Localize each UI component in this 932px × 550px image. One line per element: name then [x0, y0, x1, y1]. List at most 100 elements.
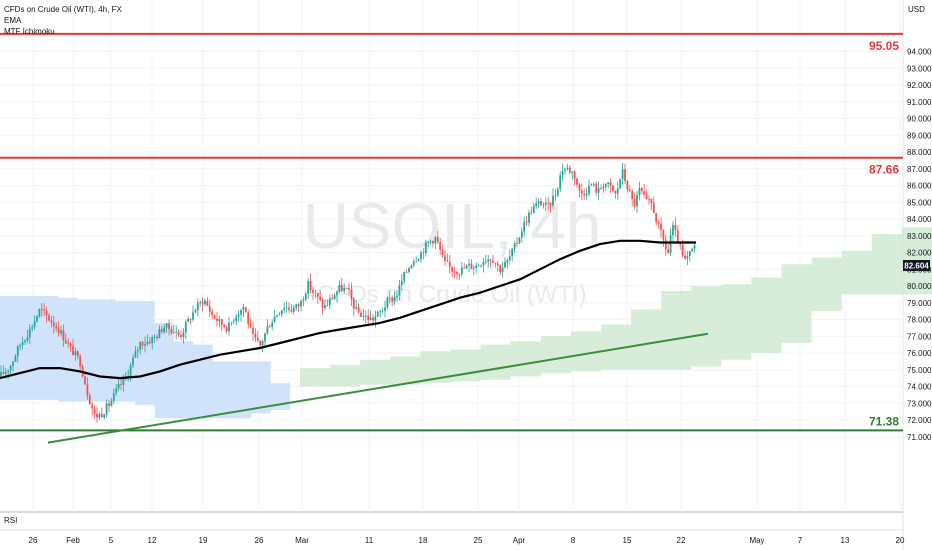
candle-body — [679, 243, 682, 245]
candle-body — [285, 307, 288, 309]
candle-body — [468, 263, 470, 266]
candle-body — [276, 315, 278, 317]
candle-body — [36, 316, 38, 322]
horizontal-levels[interactable]: 95.05 87.66 71.38 — [0, 32, 903, 432]
candle-body — [604, 183, 607, 187]
candle-body — [650, 199, 653, 204]
level-label-1: 87.66 — [869, 163, 899, 177]
indicator-ema[interactable]: EMA — [4, 16, 22, 25]
candle-body — [326, 304, 329, 306]
candle-body — [400, 281, 403, 286]
candle-body — [465, 265, 468, 269]
candle-body — [247, 312, 250, 324]
candle-body — [638, 188, 641, 195]
candle-body — [578, 184, 581, 191]
candle-body — [64, 340, 67, 344]
ema-line — [0, 239, 696, 380]
candle-body — [28, 328, 31, 338]
candle-body — [350, 289, 353, 299]
candle-body — [26, 337, 29, 341]
symbol-title[interactable]: CFDs on Crude Oil (WTI), 4h, FX — [4, 5, 122, 14]
candle-body — [376, 311, 379, 317]
time-tick-label: 11 — [365, 536, 374, 545]
candle-body — [151, 337, 154, 344]
candle-body — [657, 221, 660, 224]
candle-body — [343, 287, 346, 292]
candle-body — [218, 319, 221, 322]
candle-body — [439, 241, 442, 250]
candle-body — [525, 221, 528, 223]
candle-body — [16, 346, 19, 357]
candle-body — [532, 206, 535, 214]
candle-body — [158, 329, 161, 339]
price-tick-label: 73.000 — [907, 399, 932, 408]
candle-body — [244, 307, 247, 313]
candle-body — [511, 248, 514, 257]
currency-label: USD — [908, 5, 925, 14]
candle-body — [585, 193, 588, 196]
candle-body — [302, 299, 305, 301]
candle-body — [684, 255, 686, 259]
candle-body — [45, 310, 48, 316]
time-tick-label: 25 — [474, 536, 483, 545]
candle-body — [681, 244, 684, 256]
candle-body — [662, 230, 665, 240]
candle-body — [38, 309, 41, 317]
candle-body — [424, 242, 427, 254]
candle-body — [405, 271, 408, 273]
candle-body — [480, 265, 482, 267]
candle-body — [160, 329, 163, 333]
watermark-ticker: USOIL, 4h — [303, 190, 602, 262]
time-tick-label: 13 — [841, 536, 850, 545]
candle-body — [535, 203, 538, 207]
candle-body — [21, 341, 24, 345]
price-tick-label: 74.000 — [907, 383, 932, 392]
ichimoku-cloud-green — [300, 220, 932, 387]
candle-body — [156, 336, 158, 339]
candle-body — [667, 249, 670, 253]
candle-body — [494, 262, 497, 264]
candle-body — [398, 285, 401, 296]
candle-body — [513, 243, 516, 249]
candle-body — [660, 223, 662, 231]
time-tick-label: 20 — [896, 536, 905, 545]
candle-body — [307, 280, 310, 294]
candle-body — [441, 249, 444, 256]
candle-body — [136, 349, 139, 352]
time-tick-label: 5 — [109, 536, 114, 545]
candle-body — [624, 169, 626, 182]
candle-body — [456, 272, 458, 275]
time-tick-label: Mar — [295, 536, 309, 545]
candle-body — [640, 188, 643, 192]
candle-body — [432, 240, 434, 244]
candle-body — [100, 413, 103, 418]
level-label-0: 95.05 — [869, 39, 899, 53]
candle-body — [602, 186, 605, 189]
candle-body — [196, 302, 199, 311]
candle-body — [216, 318, 218, 322]
candle-body — [259, 340, 262, 346]
price-tick-label: 85.000 — [907, 198, 932, 207]
time-tick-label: 15 — [623, 536, 632, 545]
candle-body — [388, 297, 391, 299]
trendline[interactable] — [47, 332, 709, 444]
candle-body — [141, 341, 144, 346]
candle-body — [518, 237, 521, 244]
candle-body — [619, 178, 622, 189]
trendline-layer[interactable] — [47, 332, 709, 444]
candle-body — [211, 311, 214, 315]
candle-body — [571, 171, 574, 173]
candle-body — [648, 199, 650, 201]
candle-body — [499, 265, 502, 273]
candle-body — [24, 340, 26, 342]
candle-body — [520, 231, 523, 238]
candle-body — [31, 327, 34, 329]
time-axis[interactable]: 26 Feb 5 12 19 26 Mar 11 18 25 Apr 8 15 22 May 7 13 20 — [29, 536, 905, 545]
indicator-ichimoku[interactable]: MTF Ichimoku — [4, 27, 55, 36]
candle-body — [492, 260, 494, 263]
candle-body — [369, 317, 372, 320]
candle-body — [254, 333, 257, 339]
candle-body — [484, 261, 487, 263]
candle-body — [84, 376, 86, 385]
